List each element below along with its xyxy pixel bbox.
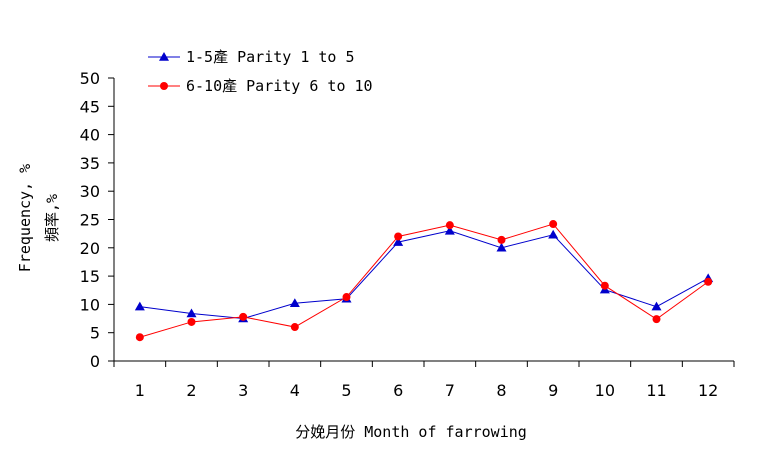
- legend-item: 6-10產 Parity 6 to 10: [148, 77, 373, 95]
- data-point: [134, 301, 145, 311]
- y-tick-label: 20: [80, 239, 100, 258]
- data-point: [186, 308, 197, 318]
- y-tick-label: 5: [90, 324, 100, 343]
- data-point: [394, 232, 403, 241]
- x-tick-label: 4: [290, 381, 300, 400]
- x-tick-label: 3: [238, 381, 248, 400]
- series-line: [139, 230, 709, 320]
- legend-label: 6-10產 Parity 6 to 10: [186, 77, 373, 95]
- series-layer: [134, 220, 714, 342]
- y-tick-label: 15: [80, 267, 100, 286]
- y-tick-labels: 0 5 10 15 20 25 30 35 40 45 50: [80, 69, 100, 371]
- data-point: [652, 315, 661, 324]
- data-point: [651, 301, 662, 311]
- x-tick-label: 9: [548, 381, 558, 400]
- x-tick-label: 7: [445, 381, 455, 400]
- y-tick-label: 45: [80, 97, 100, 116]
- series-1: [134, 225, 714, 323]
- y-axis-label-chinese: 頻率,%: [43, 194, 61, 242]
- y-tick-label: 25: [80, 211, 100, 230]
- data-point: [290, 323, 299, 332]
- x-tick-label: 2: [186, 381, 196, 400]
- data-point: [187, 317, 196, 326]
- y-axis-label: Frequency, %: [16, 164, 34, 272]
- data-point: [496, 242, 507, 252]
- legend-marker: [159, 52, 169, 61]
- data-point: [444, 225, 455, 235]
- legend: 1-5產 Parity 1 to 5 6-10產 Parity 6 to 10: [148, 48, 373, 95]
- x-tick-label: 8: [496, 381, 506, 400]
- legend-marker: [160, 82, 168, 90]
- data-point: [549, 220, 558, 229]
- x-tick-labels: 1 2 3 4 5 6 7 8 9 10 11 12: [135, 381, 719, 400]
- x-tick-label: 10: [595, 381, 615, 400]
- data-point: [393, 237, 404, 246]
- legend-label: 1-5產 Parity 1 to 5: [186, 48, 355, 66]
- y-tick-label: 30: [80, 182, 100, 201]
- data-point: [445, 221, 454, 230]
- data-point: [135, 333, 144, 342]
- y-tick-label: 0: [90, 352, 100, 371]
- y-tick-label: 10: [80, 295, 100, 314]
- axes: [108, 77, 735, 367]
- x-tick-label: 5: [341, 381, 351, 400]
- x-axis-label: 分娩月份 Month of farrowing: [295, 423, 527, 441]
- data-point: [289, 298, 300, 308]
- x-tick-label: 1: [135, 381, 145, 400]
- y-tick-label: 50: [80, 69, 100, 88]
- data-point: [600, 281, 609, 290]
- data-point: [704, 277, 713, 286]
- data-point: [548, 229, 559, 239]
- y-tick-label: 35: [80, 154, 100, 173]
- y-tick-label: 40: [80, 126, 100, 145]
- data-point: [239, 312, 248, 321]
- series-2: [135, 220, 713, 342]
- x-tick-label: 12: [698, 381, 718, 400]
- x-tick-label: 6: [393, 381, 403, 400]
- data-point: [497, 235, 506, 244]
- data-point: [342, 293, 351, 302]
- x-tick-label: 11: [646, 381, 666, 400]
- legend-item: 1-5產 Parity 1 to 5: [148, 48, 355, 66]
- series-line: [139, 223, 709, 338]
